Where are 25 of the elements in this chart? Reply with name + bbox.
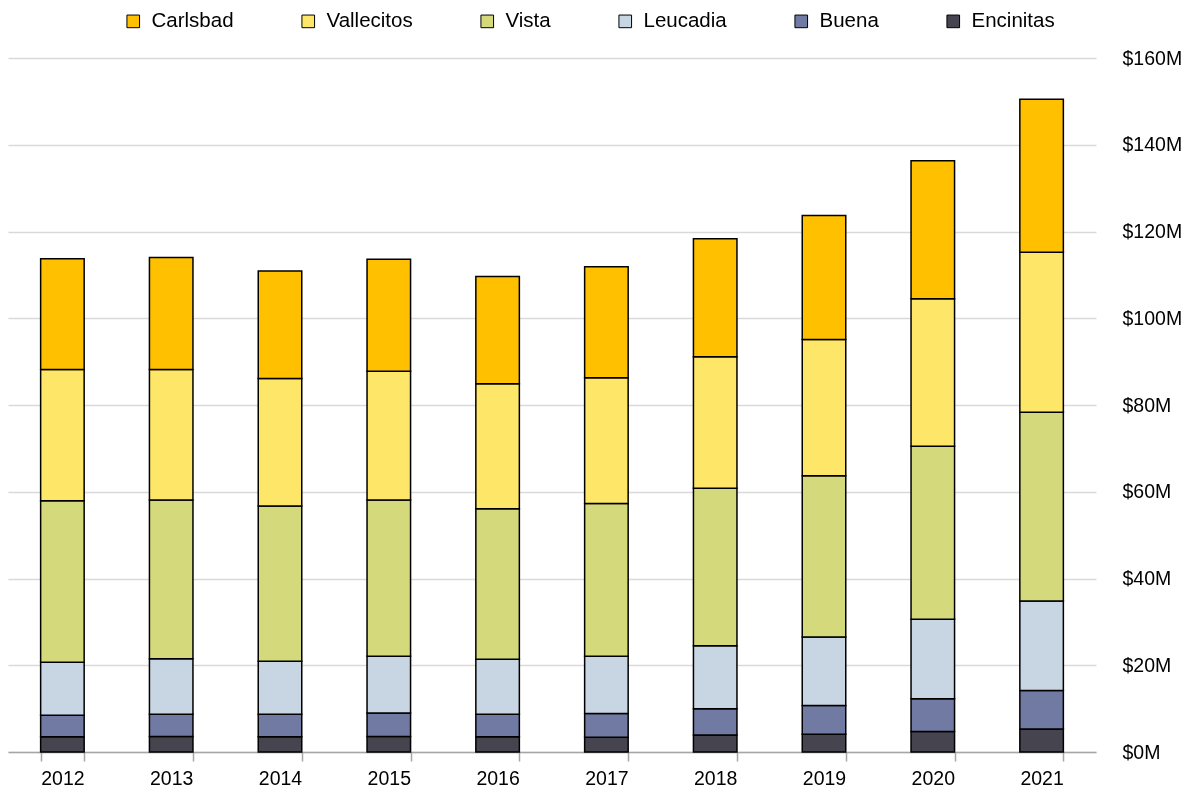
x-tick-label: 2016: [476, 766, 520, 789]
x-tick-label: 2015: [367, 766, 412, 789]
y-tick-label: $100M: [1122, 306, 1183, 329]
y-tick-label: $160M: [1122, 46, 1183, 69]
y-tick-label: $20M: [1122, 653, 1172, 676]
y-tick-label: $60M: [1122, 480, 1172, 503]
y-tick-label: $120M: [1122, 220, 1183, 242]
legend-label: Vista: [505, 8, 552, 32]
legend-label: Encinitas: [971, 8, 1055, 32]
y-tick-label: $140M: [1122, 133, 1183, 156]
legend-label: Buena: [819, 8, 880, 32]
x-tick-label: 2017: [585, 766, 629, 789]
x-tick-label: 2013: [150, 766, 194, 789]
y-tick-label: $0M: [1122, 740, 1161, 763]
x-tick-label: 2018: [694, 766, 738, 789]
x-tick-label: 2012: [41, 766, 85, 789]
x-tick-label: 2021: [1020, 766, 1064, 789]
legend-label: Vallecitos: [326, 8, 413, 32]
x-tick-label: 2019: [802, 766, 847, 789]
legend-label: Leucadia: [643, 8, 728, 32]
y-tick-label: $80M: [1122, 393, 1172, 416]
y-tick-label: $40M: [1122, 567, 1172, 589]
legend-label: Carlsbad: [151, 8, 234, 32]
x-tick-label: 2014: [258, 766, 303, 789]
x-tick-label: 2020: [911, 766, 956, 789]
